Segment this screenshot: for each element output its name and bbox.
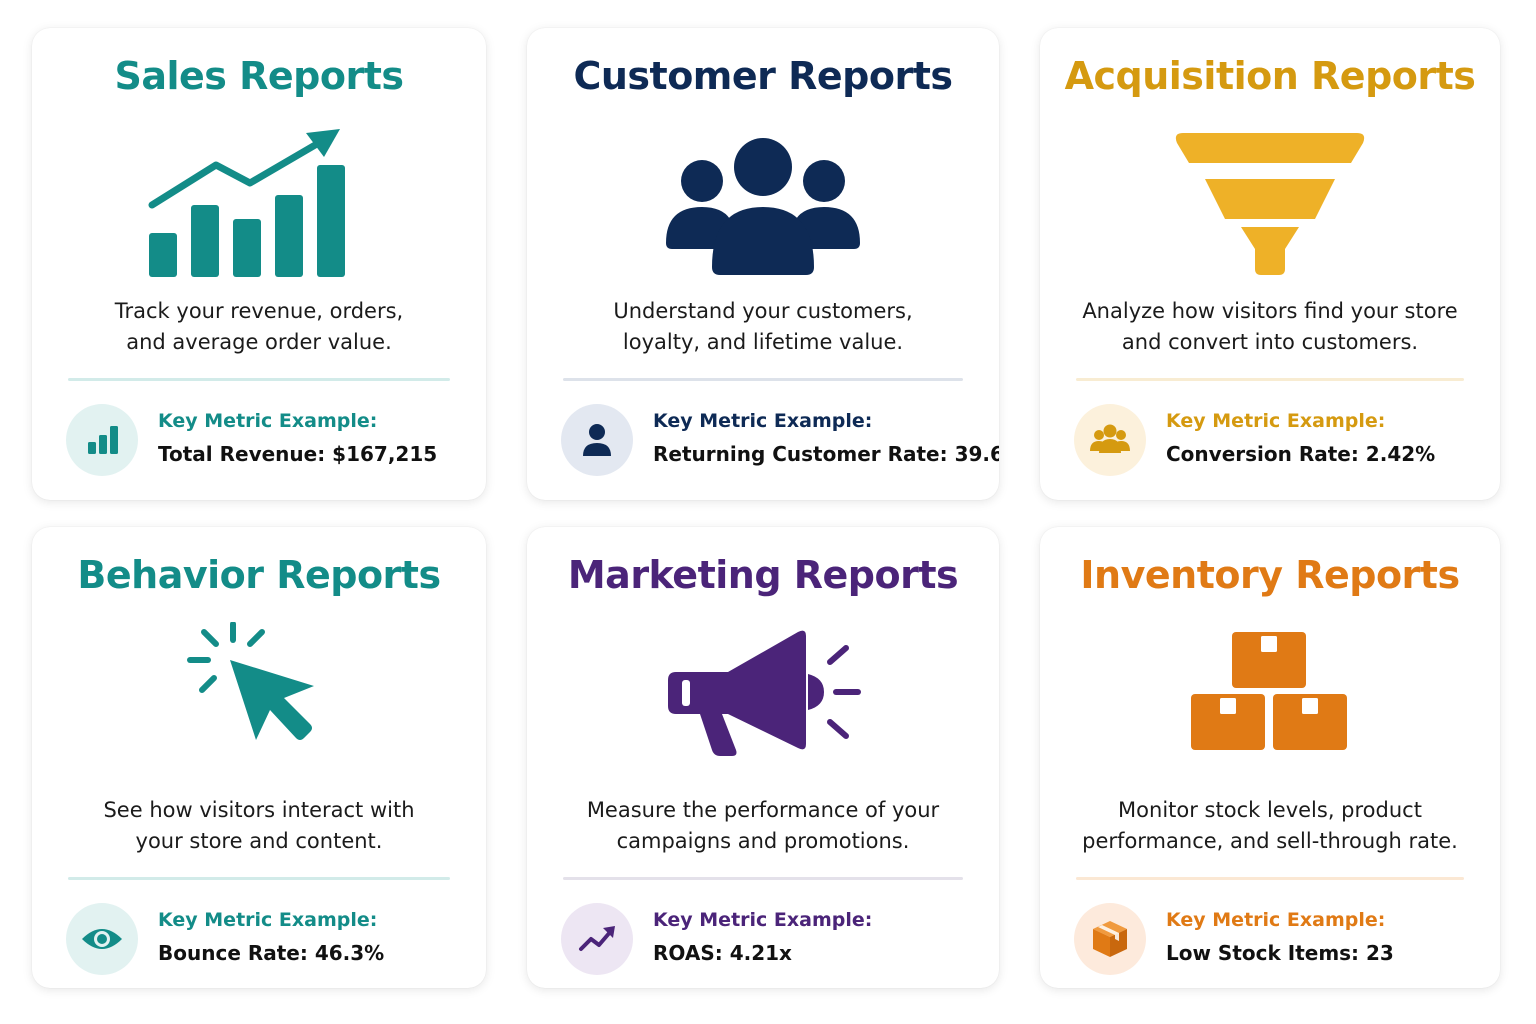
divider [563,378,963,381]
card-title: Inventory Reports [1080,553,1460,597]
people-group-icon [648,123,878,283]
metric-value: Total Revenue: $167,215 [158,442,438,466]
divider [68,378,450,381]
divider [1076,378,1464,381]
metric-value: Low Stock Items: 23 [1166,941,1394,965]
metric-value: ROAS: 4.21x [653,941,792,965]
card-description: Monitor stock levels, product performanc… [1082,798,1458,853]
box-icon [1074,903,1146,975]
divider [1076,877,1464,880]
card-title: Customer Reports [573,54,953,98]
card-title: Acquisition Reports [1064,54,1476,98]
behavior-reports-card[interactable]: Behavior Reports See how visitors intera… [32,527,486,988]
megaphone-icon [648,622,878,782]
metric-value: Conversion Rate: 2.42% [1166,442,1436,466]
sales-reports-card[interactable]: Sales Reports Track your revenue, orders… [32,28,486,500]
metric-value: Returning Customer Rate: 39.6% [653,442,999,466]
metric-label: Key Metric Example: [158,410,378,432]
divider [68,877,450,880]
bar-chart-icon [66,404,138,476]
customer-reports-card[interactable]: Customer Reports Understand your custome… [527,28,999,500]
metric-label: Key Metric Example: [158,909,378,931]
bar-chart-trend-icon [144,123,374,283]
trend-up-icon [561,903,633,975]
card-description: Analyze how visitors find your store and… [1082,299,1458,354]
card-description: Understand your customers, loyalty, and … [613,299,913,354]
metric-label: Key Metric Example: [653,909,873,931]
stacked-boxes-icon [1155,622,1385,782]
users-icon [1074,404,1146,476]
card-title: Behavior Reports [77,553,441,597]
marketing-reports-card[interactable]: Marketing Reports Measure the performanc… [527,527,999,988]
eye-icon [66,903,138,975]
card-description: Measure the performance of your campaign… [586,798,940,853]
card-title: Sales Reports [114,54,404,98]
metric-label: Key Metric Example: [653,410,873,432]
metric-value: Bounce Rate: 46.3% [158,941,385,965]
card-title: Marketing Reports [567,553,959,597]
funnel-icon [1155,123,1385,283]
card-description: See how visitors interact with your stor… [103,798,415,853]
metric-label: Key Metric Example: [1166,909,1386,931]
card-description: Track your revenue, orders, and average … [114,299,404,354]
cursor-click-icon [144,622,374,782]
user-icon [561,404,633,476]
acquisition-reports-card[interactable]: Acquisition Reports Analyze how visitors… [1040,28,1500,500]
metric-label: Key Metric Example: [1166,410,1386,432]
inventory-reports-card[interactable]: Inventory Reports Monitor stock levels, … [1040,527,1500,988]
divider [563,877,963,880]
